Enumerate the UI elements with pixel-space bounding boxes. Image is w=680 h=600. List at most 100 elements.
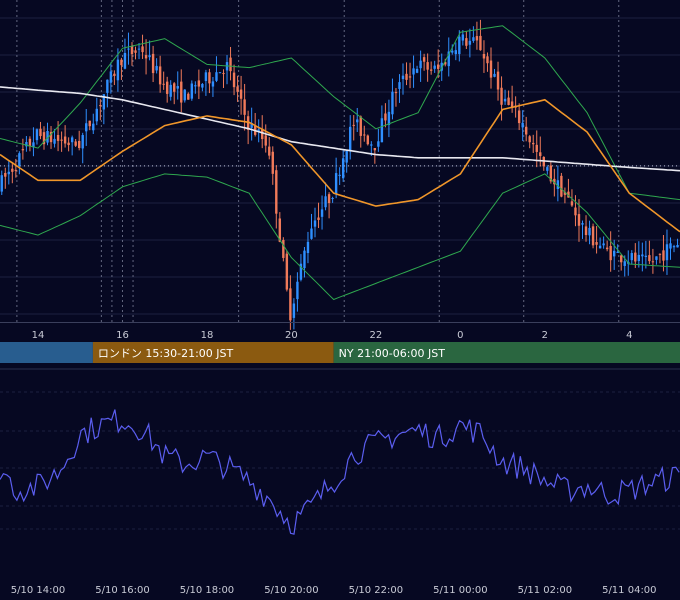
candle-body-170 [598, 245, 602, 249]
candle-body-126 [444, 62, 447, 65]
candle-body-76 [268, 146, 271, 156]
oscillator-line [0, 409, 680, 535]
candle-body-12 [42, 132, 46, 145]
candle-body-103 [363, 134, 366, 136]
candle-body-151 [532, 142, 535, 145]
session-label-2: NY 21:00-06:00 JST [339, 347, 446, 360]
candle-body-185 [651, 261, 655, 263]
candle-body-187 [658, 253, 662, 255]
candle-body-24 [85, 123, 88, 132]
upper-x-tick-label: 2 [542, 330, 548, 341]
candle-body-42 [148, 55, 151, 58]
session-block-2 [333, 342, 680, 363]
upper-x-tick-label: 22 [370, 330, 383, 341]
candle-body-14 [49, 131, 53, 143]
candle-body-45 [158, 66, 162, 85]
candle-body-88 [310, 228, 313, 239]
upper-x-tick-label: 16 [116, 330, 129, 341]
candle-body-122 [429, 69, 433, 71]
candle-body-17 [60, 139, 63, 141]
candle-body-181 [637, 254, 641, 262]
candle-body-114 [401, 75, 405, 80]
candle-body-28 [99, 105, 102, 107]
candle-body-30 [106, 79, 109, 93]
candle-body-1 [4, 172, 7, 177]
candle-body-182 [641, 254, 644, 257]
candle-body-99 [349, 126, 352, 152]
candle-body-165 [581, 223, 584, 225]
candle-body-54 [190, 83, 194, 99]
candle-body-145 [510, 101, 514, 108]
candle-body-108 [380, 118, 384, 143]
candle-body-2 [7, 171, 10, 175]
lower-x-tick-label: 5/11 00:00 [433, 585, 487, 596]
candle-body-192 [676, 245, 679, 248]
candle-body-16 [56, 134, 60, 141]
candle-body-135 [475, 36, 479, 41]
candle-body-73 [257, 129, 260, 131]
candle-body-109 [384, 113, 387, 121]
candle-body-136 [479, 35, 482, 51]
candle-body-51 [180, 81, 183, 103]
candle-body-152 [535, 144, 538, 152]
candle-body-121 [426, 62, 429, 70]
upper-x-axis: 14 16 18 20 22 0 2 4 [0, 322, 680, 341]
candle-body-34 [120, 59, 123, 66]
candle-body-184 [648, 255, 651, 262]
lower-grid [0, 368, 680, 530]
lower-x-tick-label: 5/10 18:00 [180, 585, 234, 596]
candle-body-97 [341, 158, 345, 179]
candle-body-25 [88, 120, 91, 127]
candle-body-167 [588, 227, 591, 236]
moving-average-short-line [0, 98, 680, 233]
candle-body-137 [482, 54, 486, 59]
candle-body-6 [21, 149, 25, 151]
candle-body-63 [222, 73, 225, 75]
candle-body-29 [102, 94, 106, 110]
candle-body-15 [53, 138, 56, 144]
session-bar: ロンドン 15:30-21:00 JST NY 21:00-06:00 JST [0, 342, 680, 363]
candle-body-161 [567, 191, 570, 198]
candle-body-95 [334, 173, 338, 194]
candle-body-118 [415, 68, 419, 73]
candle-body-142 [500, 87, 503, 105]
candle-body-55 [194, 85, 197, 87]
candle-body-149 [524, 126, 528, 135]
candle-body-171 [602, 243, 605, 246]
candle-body-144 [507, 97, 510, 105]
candle-body-8 [28, 138, 32, 147]
candle-body-21 [74, 141, 77, 146]
candle-body-83 [292, 303, 296, 318]
candle-body-175 [616, 251, 619, 253]
candle-body-11 [39, 128, 42, 137]
candle-body-130 [458, 36, 461, 55]
candle-body-26 [92, 123, 95, 131]
candle-body-98 [345, 150, 348, 163]
candle-body-48 [169, 84, 172, 97]
candle-body-35 [123, 53, 127, 69]
candle-body-19 [67, 142, 70, 146]
candle-body-104 [366, 135, 370, 145]
candle-body-40 [141, 46, 144, 53]
candle-body-46 [162, 83, 165, 85]
candle-body-31 [109, 71, 113, 83]
candle-body-9 [32, 142, 35, 148]
candle-body-53 [187, 93, 190, 100]
upper-x-tick-label: 14 [32, 330, 45, 341]
upper-x-tick-label: 4 [626, 330, 632, 341]
candle-body-174 [612, 250, 616, 257]
candle-body-141 [496, 71, 500, 90]
candle-body-80 [282, 239, 285, 258]
candle-body-140 [493, 73, 496, 77]
candle-body-4 [14, 169, 18, 171]
candle-body-39 [137, 48, 141, 50]
candle-body-96 [338, 174, 341, 176]
candle-body-41 [144, 55, 148, 59]
lower-x-tick-label: 5/10 22:00 [349, 585, 403, 596]
candle-body-128 [451, 50, 454, 53]
candle-body-69 [243, 99, 246, 115]
candle-body-188 [662, 250, 665, 261]
candle-body-147 [517, 110, 521, 124]
candle-body-33 [116, 59, 120, 81]
candle-body-133 [468, 40, 472, 45]
